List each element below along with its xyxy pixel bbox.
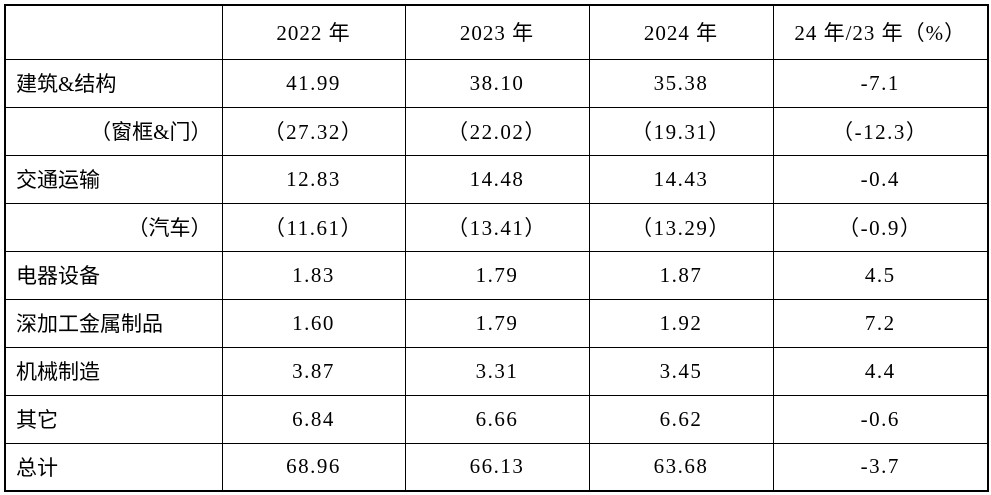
table-row: 其它 6.84 6.66 6.62 -0.6 [4, 394, 989, 444]
value-cell: 1.79 [404, 250, 590, 300]
header-cell: 2023 年 [404, 4, 590, 60]
table-row: 建筑&结构 41.99 38.10 35.38 -7.1 [4, 58, 989, 108]
row-label: （窗框&门） [4, 106, 223, 156]
value-cell: 68.96 [221, 442, 406, 492]
value-cell: 6.62 [588, 394, 774, 444]
financial-segments-table: 2022 年 2023 年 2024 年 24 年/23 年（%） 建筑&结构 41.9… [4, 4, 989, 492]
value-cell: 41.99 [221, 58, 406, 108]
row-label: 其它 [4, 394, 223, 444]
value-cell: 3.45 [588, 346, 774, 396]
value-cell: -0.6 [772, 394, 989, 444]
value-cell: （13.41） [404, 202, 590, 252]
row-label: 建筑&结构 [4, 58, 223, 108]
table-row: 总计 68.96 66.13 63.68 -3.7 [4, 442, 989, 492]
value-cell: 6.66 [404, 394, 590, 444]
value-cell: 1.83 [221, 250, 406, 300]
table-row: 机械制造 3.87 3.31 3.45 4.4 [4, 346, 989, 396]
value-cell: -3.7 [772, 442, 989, 492]
value-cell: 6.84 [221, 394, 406, 444]
value-cell: -0.4 [772, 154, 989, 204]
value-cell: 1.60 [221, 298, 406, 348]
value-cell: 12.83 [221, 154, 406, 204]
table-row: （窗框&门） （27.32） （22.02） （19.31） （-12.3） [4, 106, 989, 156]
value-cell: 7.2 [772, 298, 989, 348]
value-cell: 1.92 [588, 298, 774, 348]
header-cell: 2022 年 [221, 4, 406, 60]
value-cell: 35.38 [588, 58, 774, 108]
value-cell: （-12.3） [772, 106, 989, 156]
header-row: 2022 年 2023 年 2024 年 24 年/23 年（%） [4, 4, 989, 60]
table-row: 电器设备 1.83 1.79 1.87 4.5 [4, 250, 989, 300]
value-cell: 14.43 [588, 154, 774, 204]
row-label: （汽车） [4, 202, 223, 252]
table-header: 2022 年 2023 年 2024 年 24 年/23 年（%） [4, 4, 989, 60]
value-cell: 1.79 [404, 298, 590, 348]
value-cell: 3.87 [221, 346, 406, 396]
value-cell: （27.32） [221, 106, 406, 156]
value-cell: 3.31 [404, 346, 590, 396]
value-cell: 4.5 [772, 250, 989, 300]
value-cell: （11.61） [221, 202, 406, 252]
row-label: 深加工金属制品 [4, 298, 223, 348]
value-cell: 66.13 [404, 442, 590, 492]
value-cell: （-0.9） [772, 202, 989, 252]
table-body: 建筑&结构 41.99 38.10 35.38 -7.1 （窗框&门） （27.32） （22… [4, 58, 989, 492]
value-cell: （22.02） [404, 106, 590, 156]
row-label: 总计 [4, 442, 223, 492]
header-cell: 2024 年 [588, 4, 774, 60]
value-cell: （13.29） [588, 202, 774, 252]
value-cell: 63.68 [588, 442, 774, 492]
row-label: 机械制造 [4, 346, 223, 396]
value-cell: （19.31） [588, 106, 774, 156]
value-cell: 38.10 [404, 58, 590, 108]
table-row: 深加工金属制品 1.60 1.79 1.92 7.2 [4, 298, 989, 348]
row-label: 电器设备 [4, 250, 223, 300]
table-row: 交通运输 12.83 14.48 14.43 -0.4 [4, 154, 989, 204]
table-row: （汽车） （11.61） （13.41） （13.29） （-0.9） [4, 202, 989, 252]
header-cell: 24 年/23 年（%） [772, 4, 989, 60]
header-cell-category [4, 4, 223, 60]
value-cell: 1.87 [588, 250, 774, 300]
value-cell: -7.1 [772, 58, 989, 108]
row-label: 交通运输 [4, 154, 223, 204]
value-cell: 14.48 [404, 154, 590, 204]
value-cell: 4.4 [772, 346, 989, 396]
